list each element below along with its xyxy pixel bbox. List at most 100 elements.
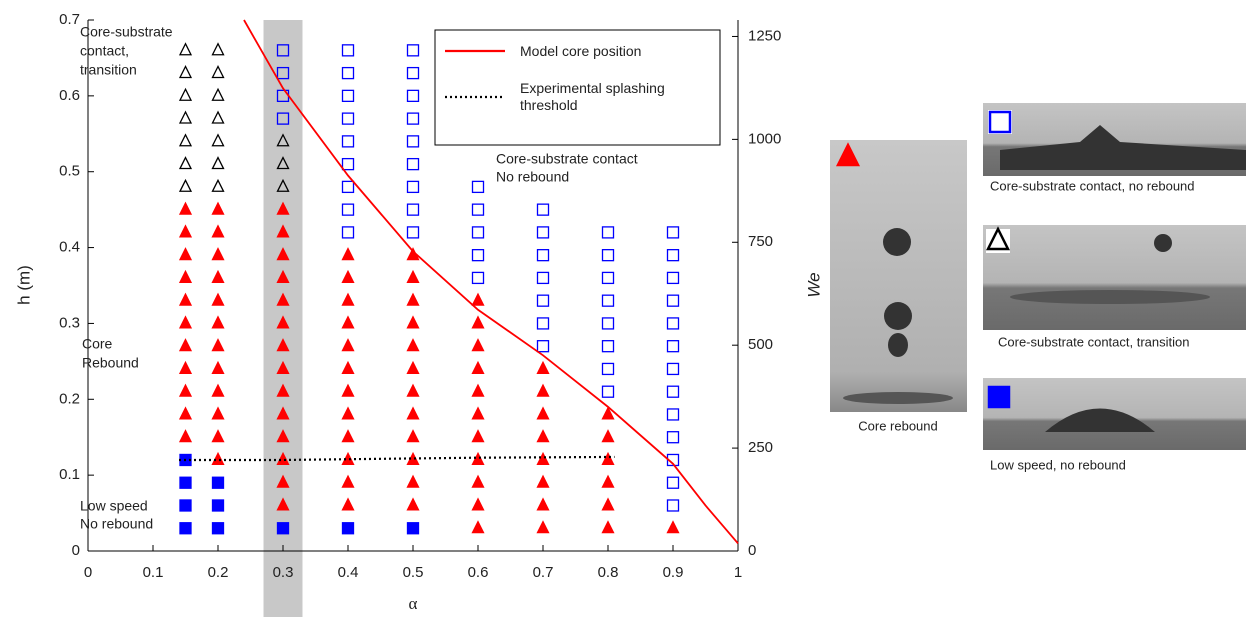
- marker-triangle: [406, 474, 420, 488]
- marker-square: [666, 249, 680, 262]
- marker-square: [276, 44, 290, 57]
- marker-square: [211, 476, 225, 489]
- marker-triangle: [178, 406, 193, 420]
- marker-triangle: [276, 178, 290, 192]
- annotation: Core-substrate contact: [496, 151, 638, 167]
- y-tick-label: 0.7: [59, 11, 80, 28]
- marker-triangle: [601, 520, 615, 534]
- marker-triangle: [178, 156, 193, 170]
- marker-triangle: [211, 133, 225, 147]
- marker-square: [536, 294, 550, 307]
- photo-caption: Core-substrate contact, transition: [998, 334, 1189, 349]
- marker-square: [341, 44, 355, 57]
- marker-triangle: [406, 429, 420, 443]
- marker-triangle: [536, 383, 550, 397]
- marker-square: [276, 112, 290, 125]
- marker-triangle: [406, 406, 420, 420]
- marker-triangle: [178, 429, 193, 443]
- marker-triangle: [601, 497, 615, 511]
- marker-triangle: [178, 315, 193, 329]
- series-line: [179, 455, 615, 462]
- marker-square: [536, 317, 550, 330]
- marker-triangle: [341, 429, 355, 443]
- marker-triangle: [276, 406, 290, 420]
- marker-square: [406, 203, 420, 216]
- marker-triangle: [471, 338, 485, 352]
- y2-tick-label: 1250: [748, 27, 781, 44]
- marker-square: [666, 431, 680, 444]
- marker-triangle: [341, 406, 355, 420]
- marker-triangle: [211, 110, 225, 124]
- marker-square: [406, 157, 420, 171]
- x-tick-label: 0.8: [598, 564, 619, 581]
- photo: [830, 140, 967, 412]
- marker-square: [341, 112, 355, 125]
- marker-square: [471, 180, 485, 194]
- splash: [1045, 408, 1155, 432]
- marker-square: [471, 203, 485, 216]
- marker-triangle: [276, 133, 290, 147]
- marker-square: [179, 476, 192, 489]
- marker-square: [601, 294, 615, 307]
- photo: [983, 225, 1246, 330]
- marker-triangle: [178, 178, 193, 192]
- marker-square: [406, 180, 420, 194]
- marker-square: [341, 226, 355, 239]
- y-axis-label: h (m): [14, 265, 33, 305]
- marker-square: [276, 66, 290, 80]
- marker-triangle: [276, 497, 290, 511]
- marker-triangle: [341, 383, 355, 397]
- marker-square: [406, 522, 420, 535]
- x-tick-label: 0.2: [208, 564, 229, 581]
- marker-triangle: [601, 474, 615, 488]
- y2-axis-label: We: [804, 272, 823, 297]
- x-tick-label: 0.9: [663, 564, 684, 581]
- marker-square: [666, 294, 680, 307]
- marker-triangle: [471, 292, 485, 306]
- marker-triangle: [536, 451, 550, 466]
- marker-triangle: [406, 383, 420, 397]
- marker-triangle: [341, 474, 355, 488]
- marker-triangle: [276, 224, 290, 238]
- annotation: No rebound: [496, 169, 569, 185]
- marker-square: [601, 226, 615, 239]
- marker-triangle: [471, 383, 485, 397]
- marker-triangle: [276, 269, 290, 283]
- marker-triangle: [536, 497, 550, 511]
- marker-square: [179, 522, 192, 535]
- photo-caption: Core-substrate contact, no rebound: [990, 178, 1195, 193]
- marker-triangle: [211, 224, 225, 238]
- marker-triangle: [211, 360, 225, 374]
- marker-triangle: [211, 87, 225, 101]
- marker-square: [666, 226, 680, 239]
- marker-square: [341, 66, 355, 80]
- series-line: [243, 19, 739, 544]
- x-tick-label: 0.7: [533, 564, 554, 581]
- marker-square: [601, 317, 615, 330]
- marker-triangle: [536, 429, 550, 443]
- marker-square: [666, 362, 680, 376]
- marker-triangle: [471, 406, 485, 420]
- marker-triangle: [406, 360, 420, 374]
- marker-square: [666, 317, 680, 330]
- marker-triangle: [276, 247, 290, 261]
- marker-square: [406, 44, 420, 57]
- marker-triangle: [471, 520, 485, 534]
- annotation: Core-substrate: [80, 24, 173, 40]
- y2-tick-label: 1000: [748, 130, 781, 147]
- marker-triangle: [178, 269, 193, 283]
- marker-triangle: [178, 292, 193, 306]
- marker-triangle: [178, 65, 193, 79]
- marker-triangle: [276, 338, 290, 352]
- legend-box: [434, 29, 721, 146]
- marker-square: [341, 522, 355, 535]
- marker-square: [666, 340, 680, 353]
- marker-square: [341, 135, 355, 148]
- y2-tick-label: 500: [748, 336, 773, 353]
- marker-triangle: [276, 292, 290, 306]
- marker-triangle: [211, 406, 225, 420]
- marker-triangle: [985, 226, 1011, 251]
- marker-square: [601, 385, 615, 398]
- marker-triangle: [666, 520, 680, 534]
- marker-triangle: [178, 383, 193, 397]
